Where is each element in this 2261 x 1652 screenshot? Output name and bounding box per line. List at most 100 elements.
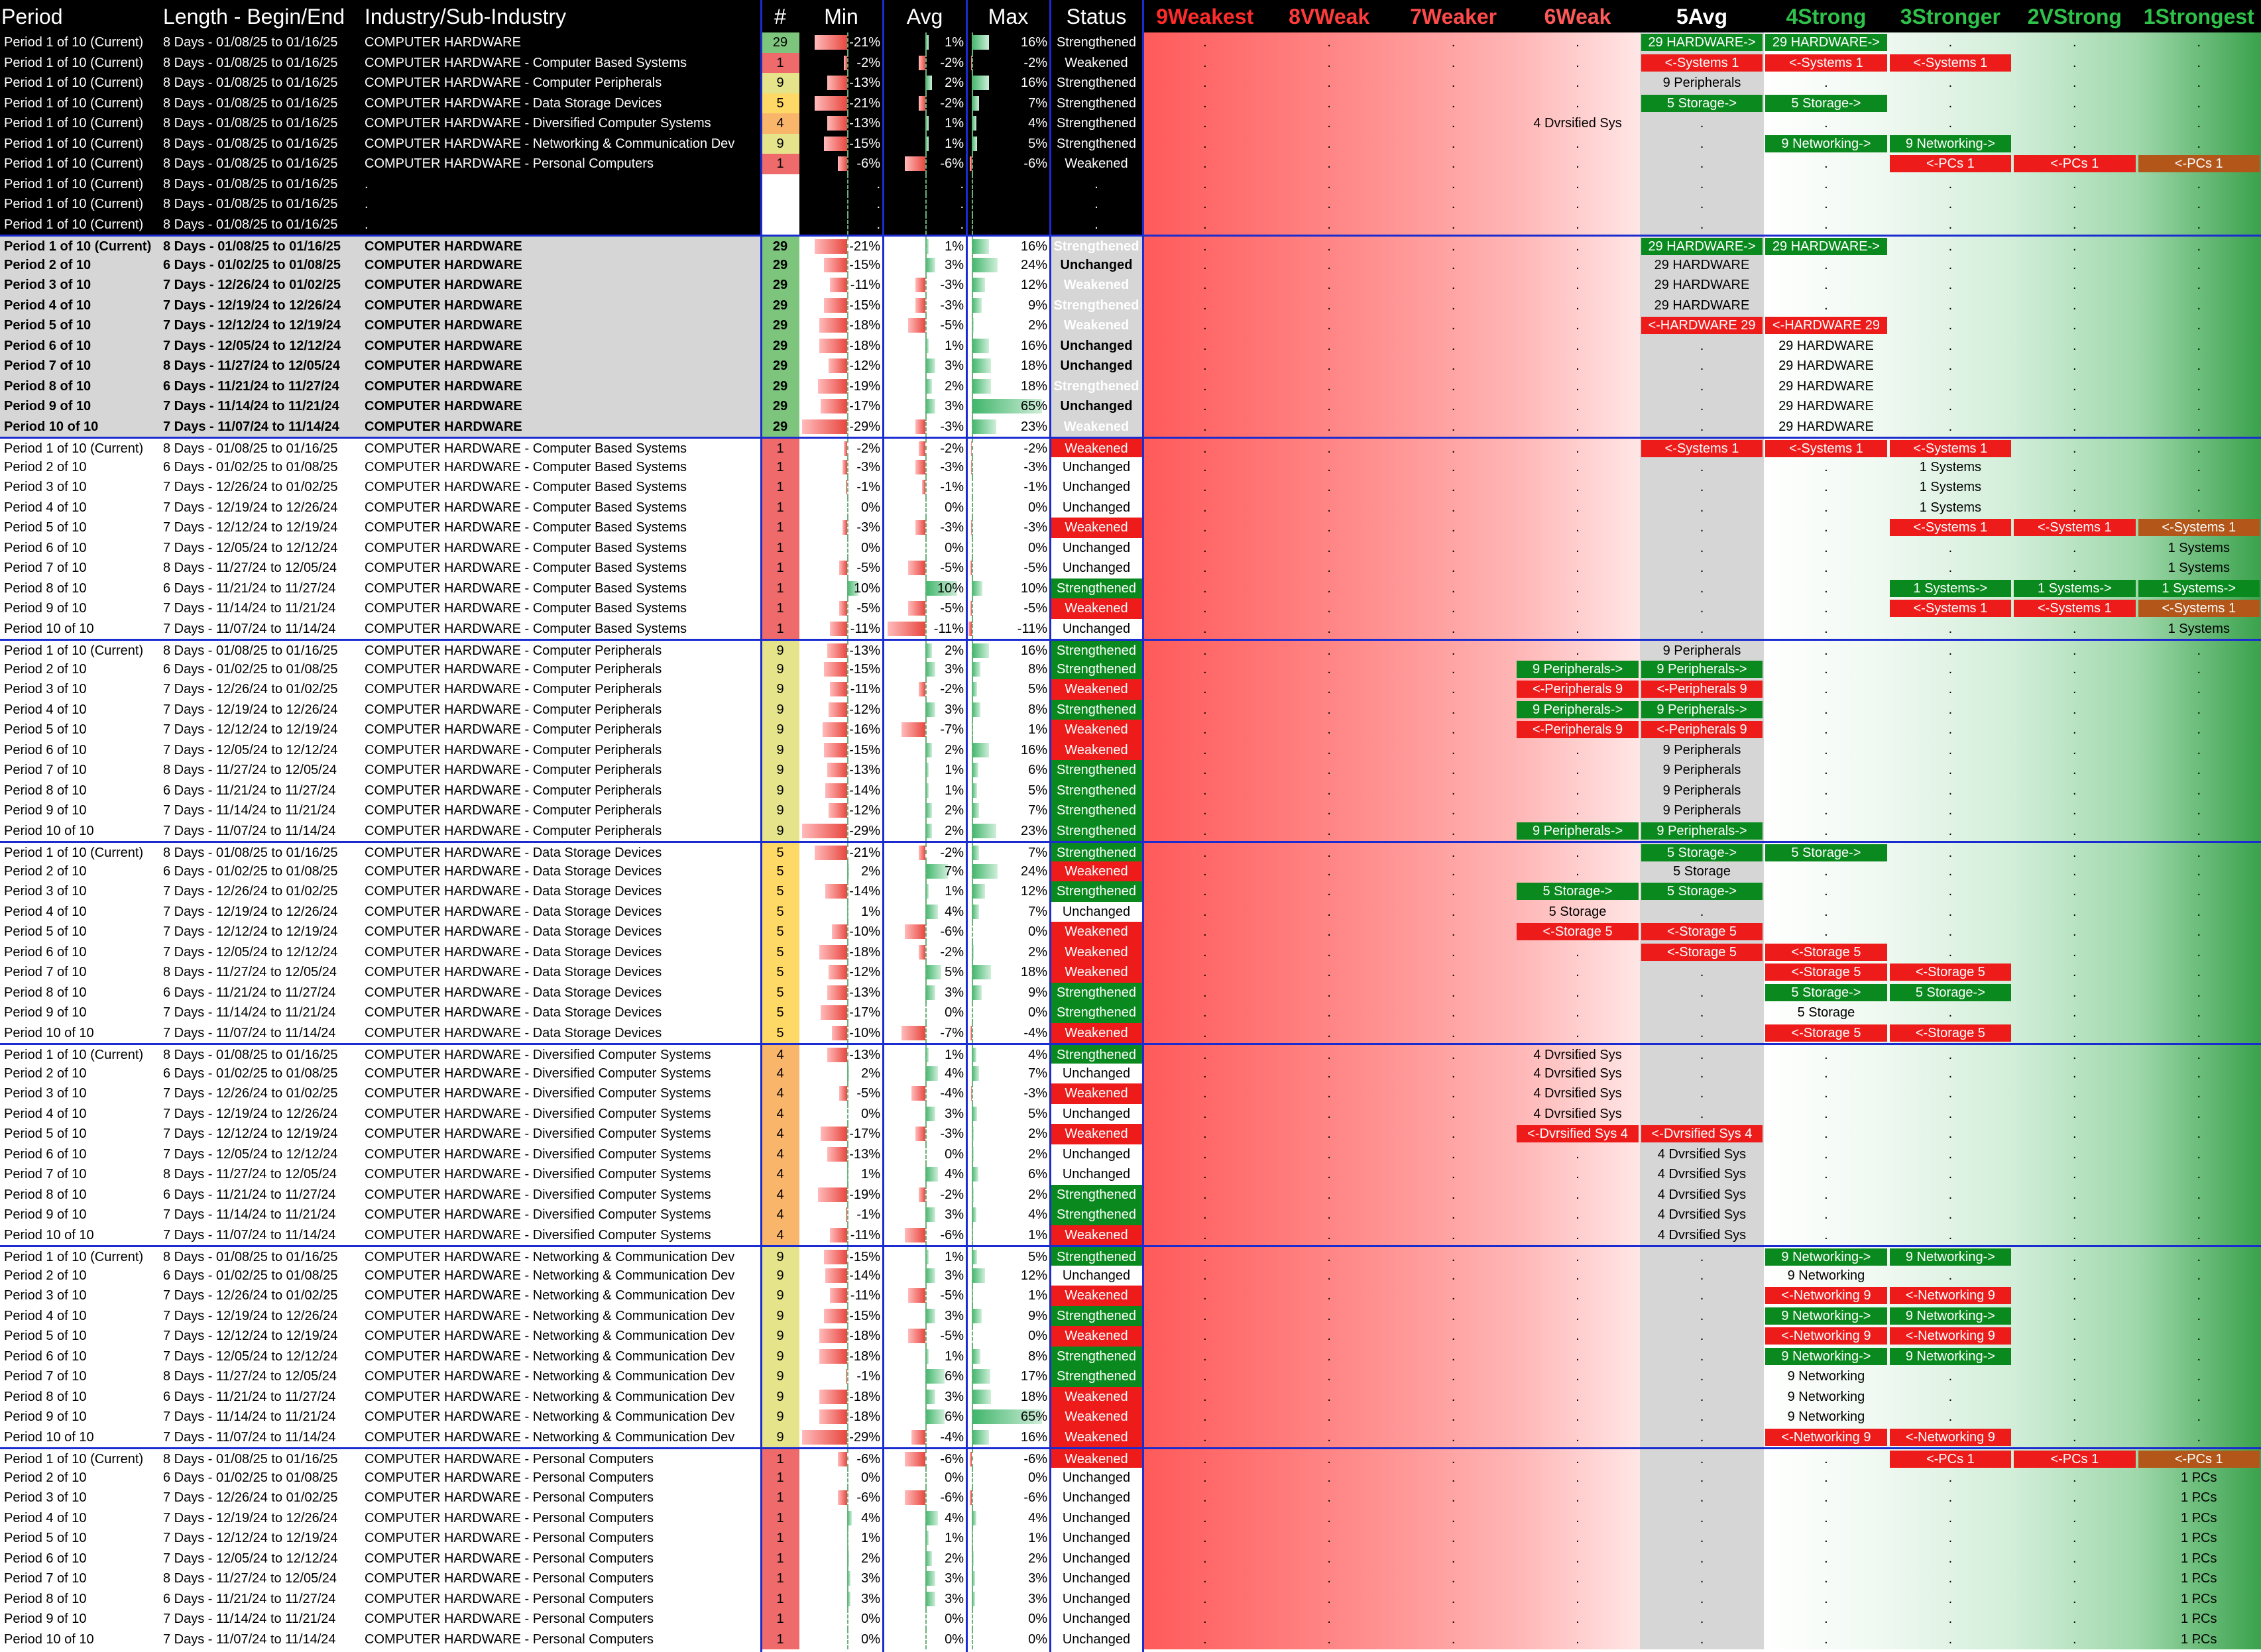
table-row[interactable]: Period 8 of 10 6 Days - 11/21/24 to 11/27… — [0, 982, 2261, 1003]
table-row[interactable]: Period 6 of 10 7 Days - 12/05/24 to 12/12… — [0, 335, 2261, 356]
status-badge: Unchanged — [1050, 497, 1143, 518]
table-row[interactable]: Period 6 of 10 7 Days - 12/05/24 to 12/12… — [0, 942, 2261, 962]
table-row[interactable]: Period 5 of 10 7 Days - 12/12/24 to 12/19… — [0, 518, 2261, 538]
table-row[interactable]: Period 6 of 10 7 Days - 12/05/24 to 12/12… — [0, 1346, 2261, 1366]
table-row[interactable]: Period 1 of 10 (Current) 8 Days - 01/08/2… — [0, 32, 2261, 53]
table-row[interactable]: Period 1 of 10 (Current) 8 Days - 01/08/2… — [0, 113, 2261, 134]
table-row[interactable]: Period 5 of 10 7 Days - 12/12/24 to 12/19… — [0, 315, 2261, 336]
table-row[interactable]: Period 1 of 10 (Current) 8 Days - 01/08/2… — [0, 437, 2261, 457]
table-row[interactable]: Period 4 of 10 7 Days - 12/19/24 to 12/26… — [0, 1103, 2261, 1124]
table-row[interactable]: Period 3 of 10 7 Days - 12/26/24 to 01/02… — [0, 1488, 2261, 1508]
table-row[interactable]: Period 10 of 10 7 Days - 11/07/24 to 11/1… — [0, 820, 2261, 841]
header-num[interactable]: # — [774, 5, 786, 28]
table-row[interactable]: Period 1 of 10 (Current) 8 Days - 01/08/2… — [0, 214, 2261, 235]
table-row[interactable]: Period 1 of 10 (Current) 8 Days - 01/08/2… — [0, 841, 2261, 861]
table-row[interactable]: Period 10 of 10 7 Days - 11/07/24 to 11/1… — [0, 416, 2261, 437]
table-row[interactable]: Period 7 of 10 8 Days - 11/27/24 to 12/05… — [0, 558, 2261, 578]
header-zone-2[interactable]: 8VWeak — [1289, 5, 1370, 28]
table-row[interactable]: Period 9 of 10 7 Days - 11/14/24 to 11/21… — [0, 598, 2261, 619]
header-length[interactable]: Length - Begin/End — [163, 5, 345, 28]
table-row[interactable]: Period 6 of 10 7 Days - 12/05/24 to 12/12… — [0, 1548, 2261, 1569]
table-row[interactable]: Period 1 of 10 (Current) 8 Days - 01/08/2… — [0, 194, 2261, 215]
table-row[interactable]: Period 2 of 10 6 Days - 01/02/25 to 01/08… — [0, 1265, 2261, 1286]
table-row[interactable]: Period 3 of 10 7 Days - 12/26/24 to 01/02… — [0, 477, 2261, 498]
table-row[interactable]: Period 6 of 10 7 Days - 12/05/24 to 12/12… — [0, 1144, 2261, 1164]
table-row[interactable]: Period 4 of 10 7 Days - 12/19/24 to 12/26… — [0, 1508, 2261, 1528]
table-row[interactable]: Period 5 of 10 7 Days - 12/12/24 to 12/19… — [0, 922, 2261, 942]
header-zone-5[interactable]: 5Avg — [1676, 5, 1728, 28]
table-row[interactable]: Period 1 of 10 (Current) 8 Days - 01/08/2… — [0, 235, 2261, 255]
table-row[interactable]: Period 5 of 10 7 Days - 12/12/24 to 12/19… — [0, 720, 2261, 740]
header-max[interactable]: Max — [988, 5, 1029, 28]
table-row[interactable]: Period 10 of 10 7 Days - 11/07/24 to 11/1… — [0, 1022, 2261, 1043]
header-zone-4[interactable]: 6Weak — [1544, 5, 1611, 28]
header-zone-1[interactable]: 9Weakest — [1156, 5, 1254, 28]
table-row[interactable]: Period 8 of 10 6 Days - 11/21/24 to 11/27… — [0, 1588, 2261, 1609]
header-avg[interactable]: Avg — [906, 5, 943, 28]
table-row[interactable]: Period 7 of 10 8 Days - 11/27/24 to 12/05… — [0, 962, 2261, 983]
header-status[interactable]: Status — [1066, 5, 1127, 28]
header-zone-9[interactable]: 1Strongest — [2143, 5, 2254, 28]
table-row[interactable]: Period 3 of 10 7 Days - 12/26/24 to 01/02… — [0, 1083, 2261, 1104]
table-row[interactable]: Period 3 of 10 7 Days - 12/26/24 to 01/02… — [0, 1286, 2261, 1306]
table-row[interactable]: Period 1 of 10 (Current) 8 Days - 01/08/2… — [0, 154, 2261, 174]
table-row[interactable]: Period 8 of 10 6 Days - 11/21/24 to 11/27… — [0, 376, 2261, 396]
table-row[interactable]: Period 3 of 10 7 Days - 12/26/24 to 01/02… — [0, 679, 2261, 700]
header-period[interactable]: Period — [1, 5, 63, 28]
header-min[interactable]: Min — [824, 5, 858, 28]
table-row[interactable]: Period 10 of 10 7 Days - 11/07/24 to 11/1… — [0, 1427, 2261, 1447]
table-row[interactable]: Period 7 of 10 8 Days - 11/27/24 to 12/05… — [0, 760, 2261, 781]
table-row[interactable]: Period 4 of 10 7 Days - 12/19/24 to 12/26… — [0, 1305, 2261, 1326]
table-row[interactable]: Period 7 of 10 8 Days - 11/27/24 to 12/05… — [0, 1164, 2261, 1185]
table-row[interactable]: Period 9 of 10 7 Days - 11/14/24 to 11/21… — [0, 1609, 2261, 1629]
table-row[interactable]: Period 5 of 10 7 Days - 12/12/24 to 12/19… — [0, 1124, 2261, 1144]
table-row[interactable]: Period 3 of 10 7 Days - 12/26/24 to 01/02… — [0, 275, 2261, 296]
table-row[interactable]: Period 2 of 10 6 Days - 01/02/25 to 01/08… — [0, 1467, 2261, 1488]
table-row[interactable]: Period 4 of 10 7 Days - 12/19/24 to 12/26… — [0, 295, 2261, 315]
header-zone-6[interactable]: 4Strong — [1786, 5, 1867, 28]
table-row[interactable]: Period 10 of 10 7 Days - 11/07/24 to 11/1… — [0, 1629, 2261, 1649]
header-zone-8[interactable]: 2VStrong — [2027, 5, 2122, 28]
table-row[interactable]: Period 5 of 10 7 Days - 12/12/24 to 12/19… — [0, 1326, 2261, 1347]
table-row[interactable]: Period 9 of 10 7 Days - 11/14/24 to 11/21… — [0, 396, 2261, 417]
table-row[interactable]: Period 10 of 10 7 Days - 11/07/24 to 11/1… — [0, 1225, 2261, 1245]
table-row[interactable]: Period 9 of 10 7 Days - 11/14/24 to 11/21… — [0, 800, 2261, 821]
table-row[interactable]: Period 2 of 10 6 Days - 01/02/25 to 01/08… — [0, 861, 2261, 881]
table-row[interactable]: Period 7 of 10 8 Days - 11/27/24 to 12/05… — [0, 1569, 2261, 1589]
table-row[interactable]: Period 6 of 10 7 Days - 12/05/24 to 12/12… — [0, 537, 2261, 558]
table-row[interactable]: Period 1 of 10 (Current) 8 Days - 01/08/2… — [0, 639, 2261, 659]
header-zone-3[interactable]: 7Weaker — [1410, 5, 1497, 28]
header-zone-7[interactable]: 3Stronger — [1900, 5, 2000, 28]
table-row[interactable]: Period 8 of 10 6 Days - 11/21/24 to 11/27… — [0, 780, 2261, 800]
header-industry[interactable]: Industry/Sub-Industry — [365, 5, 567, 28]
table-row[interactable]: Period 2 of 10 6 Days - 01/02/25 to 01/08… — [0, 1063, 2261, 1083]
table-row[interactable]: Period 8 of 10 6 Days - 11/21/24 to 11/27… — [0, 578, 2261, 598]
table-row[interactable]: Period 8 of 10 6 Days - 11/21/24 to 11/27… — [0, 1386, 2261, 1407]
table-row[interactable]: Period 4 of 10 7 Days - 12/19/24 to 12/26… — [0, 901, 2261, 922]
table-row[interactable]: Period 2 of 10 6 Days - 01/02/25 to 01/08… — [0, 457, 2261, 477]
table-row[interactable]: Period 3 of 10 7 Days - 12/26/24 to 01/02… — [0, 881, 2261, 902]
table-row[interactable]: Period 7 of 10 8 Days - 11/27/24 to 12/05… — [0, 356, 2261, 376]
table-row[interactable]: Period 4 of 10 7 Days - 12/19/24 to 12/26… — [0, 699, 2261, 720]
table-row[interactable]: Period 9 of 10 7 Days - 11/14/24 to 11/21… — [0, 1407, 2261, 1427]
table-row[interactable]: Period 1 of 10 (Current) 8 Days - 01/08/2… — [0, 1043, 2261, 1064]
table-row[interactable]: Period 1 of 10 (Current) 8 Days - 01/08/2… — [0, 174, 2261, 194]
table-row[interactable]: Period 1 of 10 (Current) 8 Days - 01/08/2… — [0, 133, 2261, 154]
table-row[interactable]: Period 6 of 10 7 Days - 12/05/24 to 12/12… — [0, 740, 2261, 760]
table-row[interactable]: Period 9 of 10 7 Days - 11/14/24 to 11/21… — [0, 1003, 2261, 1023]
table-row[interactable]: Period 2 of 10 6 Days - 01/02/25 to 01/08… — [0, 254, 2261, 275]
table-row[interactable]: Period 10 of 10 7 Days - 11/07/24 to 11/1… — [0, 618, 2261, 639]
table-row[interactable]: Period 1 of 10 (Current) 8 Days - 01/08/2… — [0, 93, 2261, 113]
table-row[interactable]: Period 1 of 10 (Current) 8 Days - 01/08/2… — [0, 52, 2261, 73]
table-row[interactable]: Period 1 of 10 (Current) 8 Days - 01/08/2… — [0, 1447, 2261, 1468]
table-row[interactable]: Period 8 of 10 6 Days - 11/21/24 to 11/27… — [0, 1184, 2261, 1205]
table-row[interactable]: Period 7 of 10 8 Days - 11/27/24 to 12/05… — [0, 1366, 2261, 1387]
table-row[interactable]: Period 1 of 10 (Current) 8 Days - 01/08/2… — [0, 1245, 2261, 1266]
table-row[interactable]: Period 9 of 10 7 Days - 11/14/24 to 11/21… — [0, 1205, 2261, 1225]
zone-cell-6: . — [1764, 641, 1888, 659]
table-row[interactable]: Period 5 of 10 7 Days - 12/12/24 to 12/19… — [0, 1528, 2261, 1549]
table-row[interactable]: Period 2 of 10 6 Days - 01/02/25 to 01/08… — [0, 659, 2261, 679]
table-row[interactable]: Period 1 of 10 (Current) 8 Days - 01/08/2… — [0, 73, 2261, 93]
table-row[interactable]: Period 4 of 10 7 Days - 12/19/24 to 12/26… — [0, 497, 2261, 518]
avg-cell-axis — [925, 861, 927, 881]
